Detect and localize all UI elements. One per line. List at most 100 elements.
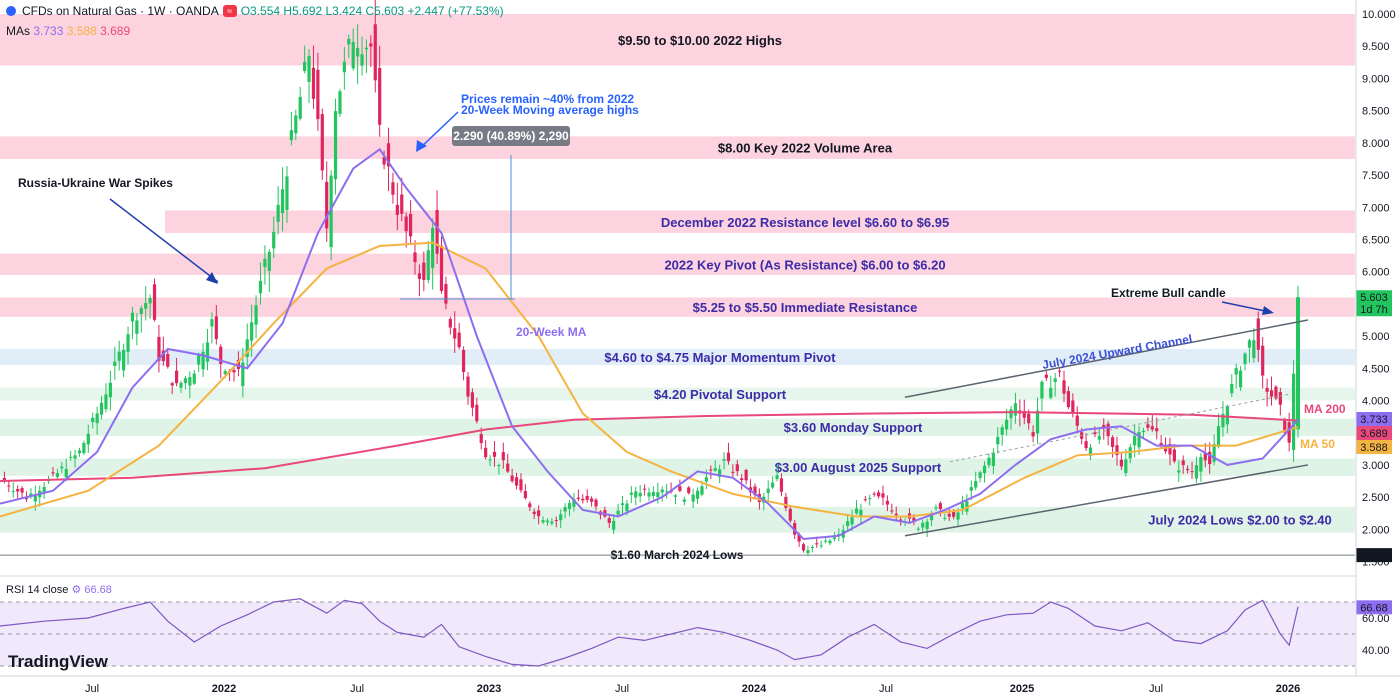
- candle-body: [174, 370, 179, 384]
- candle-body: [426, 250, 430, 281]
- candle-body: [872, 493, 876, 495]
- candle-body: [219, 346, 223, 364]
- candle-body: [122, 350, 126, 371]
- candle-body: [11, 491, 15, 493]
- candle-body: [620, 503, 625, 506]
- y-tick-label: 7.000: [1362, 202, 1390, 214]
- price-tag: [1356, 412, 1392, 426]
- candle-body: [325, 181, 329, 229]
- zone-band: [0, 458, 1355, 476]
- candle-body: [1005, 419, 1009, 430]
- y-tick-label: 3.000: [1362, 460, 1390, 472]
- rsi-legend[interactable]: RSI 14 close ⚙ 66.68: [6, 583, 112, 596]
- candle-body: [616, 510, 620, 515]
- y-tick-label: 9.000: [1362, 73, 1390, 85]
- candle-body: [612, 520, 616, 530]
- candle-body: [280, 189, 285, 214]
- candle-body: [1221, 413, 1225, 428]
- candle-body: [360, 54, 364, 66]
- candle-body: [1119, 459, 1124, 467]
- candle-body: [554, 520, 558, 522]
- prices-arrowhead: [416, 140, 427, 152]
- candle-body: [572, 499, 576, 507]
- candle-body: [188, 376, 192, 386]
- candle-body: [501, 452, 505, 461]
- rsi-tick-label: 60.00: [1362, 613, 1390, 625]
- candle-body: [868, 498, 872, 500]
- candle-body: [947, 513, 951, 517]
- candle-body: [771, 482, 775, 488]
- candle-body: [364, 47, 369, 50]
- zone-label: $3.00 August 2025 Support: [775, 460, 942, 475]
- zone-label: $9.50 to $10.00 2022 Highs: [618, 33, 782, 48]
- candle-body: [86, 433, 90, 445]
- ma-value-2: 3.588: [66, 24, 97, 38]
- candle-body: [444, 283, 448, 304]
- candle-body: [965, 501, 969, 512]
- candle-body: [55, 473, 59, 477]
- tradingview-logo: TradingView: [8, 652, 108, 671]
- candle-body: [978, 472, 982, 478]
- ma20-line: [0, 147, 1299, 541]
- prices-note-2: 20-Week Moving average highs: [461, 103, 639, 117]
- candle-body: [1212, 443, 1216, 462]
- zone-label: $3.60 Monday Support: [784, 420, 923, 435]
- rsi-label: RSI 14 close: [6, 584, 69, 596]
- candle-body: [1265, 387, 1269, 392]
- candle-body: [497, 464, 501, 466]
- candle-body: [722, 459, 726, 461]
- candle-body: [373, 24, 377, 81]
- candle-body: [254, 305, 258, 325]
- candle-body: [263, 258, 267, 268]
- candle-body: [1013, 403, 1018, 416]
- price-tag-label: 3.588: [1360, 442, 1388, 454]
- candle-body: [488, 459, 492, 461]
- candle-body: [99, 402, 104, 415]
- candle-body: [466, 376, 470, 397]
- candle-body: [431, 227, 435, 269]
- price-tag-label: 5.603: [1360, 292, 1388, 304]
- candle-body: [1133, 435, 1137, 446]
- price-tag-label: 1.600: [1360, 550, 1388, 562]
- candle-body: [1000, 427, 1004, 435]
- candle-body: [320, 114, 324, 171]
- candle-body: [642, 488, 647, 490]
- candle-body: [272, 231, 276, 249]
- x-tick-label: 2022: [212, 683, 236, 695]
- candle-body: [537, 510, 541, 517]
- candle-body: [1035, 410, 1040, 434]
- x-tick-label: Jul: [615, 683, 629, 695]
- candle-body: [567, 503, 572, 509]
- candle-body: [519, 479, 523, 491]
- candle-body: [479, 434, 483, 444]
- candle-body: [60, 466, 64, 469]
- candle-body: [1146, 424, 1150, 428]
- candle-body: [1234, 368, 1238, 375]
- candle-body: [311, 67, 316, 99]
- candle-body: [1071, 400, 1075, 414]
- channel-upper: [904, 319, 1309, 399]
- candle-body: [484, 447, 488, 458]
- candle-body: [82, 442, 86, 454]
- candle-body: [982, 465, 987, 474]
- candle-body: [916, 528, 920, 530]
- candle-body: [1075, 415, 1079, 426]
- candle-body: [594, 499, 598, 507]
- candle-body: [1124, 459, 1128, 474]
- candle-body: [108, 382, 112, 398]
- settings-icon[interactable]: ⚙: [71, 584, 82, 596]
- candle-body: [766, 488, 770, 493]
- candle-body: [1097, 436, 1101, 440]
- russia-arrowhead: [206, 272, 218, 284]
- candle-body: [135, 320, 139, 334]
- candle-body: [709, 469, 713, 471]
- candle-body: [1252, 340, 1256, 359]
- candle-body: [289, 130, 293, 141]
- zone-label: July 2024 Lows $2.00 to $2.40: [1148, 513, 1332, 528]
- candle-body: [1102, 424, 1106, 428]
- symbol-title[interactable]: CFDs on Natural Gas · 1W · OANDA: [22, 4, 219, 18]
- moving-averages-legend[interactable]: MAs 3.733 3.588 3.689: [6, 24, 130, 38]
- candle-body: [475, 404, 479, 422]
